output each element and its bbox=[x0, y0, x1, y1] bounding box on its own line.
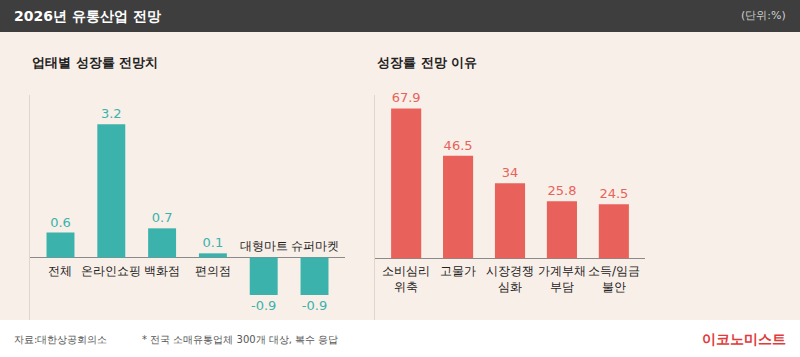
svg-text:소비심리위축: 소비심리위축 bbox=[382, 264, 430, 294]
svg-text:-0.9: -0.9 bbox=[302, 298, 327, 313]
svg-text:67.9: 67.9 bbox=[392, 90, 421, 105]
svg-text:성장률 전망 이유: 성장률 전망 이유 bbox=[377, 55, 477, 70]
svg-text:소득/임금불안: 소득/임금불안 bbox=[588, 264, 640, 294]
svg-text:대형마트: 대형마트 bbox=[240, 239, 288, 253]
svg-text:업태별 성장률 전망치: 업태별 성장률 전망치 bbox=[32, 55, 158, 70]
svg-text:0.7: 0.7 bbox=[152, 210, 173, 225]
svg-text:슈퍼마켓: 슈퍼마켓 bbox=[291, 239, 339, 253]
svg-text:25.8: 25.8 bbox=[547, 183, 576, 198]
svg-text:전체: 전체 bbox=[48, 264, 72, 278]
svg-text:2026년 유통산업 전망: 2026년 유통산업 전망 bbox=[14, 8, 161, 24]
svg-text:고물가: 고물가 bbox=[440, 264, 476, 278]
svg-text:자료:대한상공회의소: 자료:대한상공회의소 bbox=[14, 334, 107, 345]
svg-text:46.5: 46.5 bbox=[444, 138, 473, 153]
svg-text:0.6: 0.6 bbox=[50, 215, 71, 230]
svg-text:가계부채부담: 가계부채부담 bbox=[538, 264, 586, 294]
svg-text:* 전국 소매유통업체 300개 대상, 복수 응답: * 전국 소매유통업체 300개 대상, 복수 응답 bbox=[142, 334, 338, 345]
svg-text:-0.9: -0.9 bbox=[251, 298, 276, 313]
svg-text:이코노미스트: 이코노미스트 bbox=[702, 331, 786, 347]
svg-text:온라인쇼핑: 온라인쇼핑 bbox=[81, 264, 141, 278]
svg-text:백화점: 백화점 bbox=[144, 264, 180, 278]
svg-text:시장경쟁심화: 시장경쟁심화 bbox=[486, 264, 534, 294]
svg-text:(단위:%): (단위:%) bbox=[741, 9, 786, 22]
svg-text:34: 34 bbox=[502, 165, 519, 180]
svg-text:0.1: 0.1 bbox=[203, 235, 224, 250]
svg-text:3.2: 3.2 bbox=[101, 106, 122, 121]
svg-text:편의점: 편의점 bbox=[195, 264, 231, 278]
svg-text:24.5: 24.5 bbox=[599, 186, 628, 201]
